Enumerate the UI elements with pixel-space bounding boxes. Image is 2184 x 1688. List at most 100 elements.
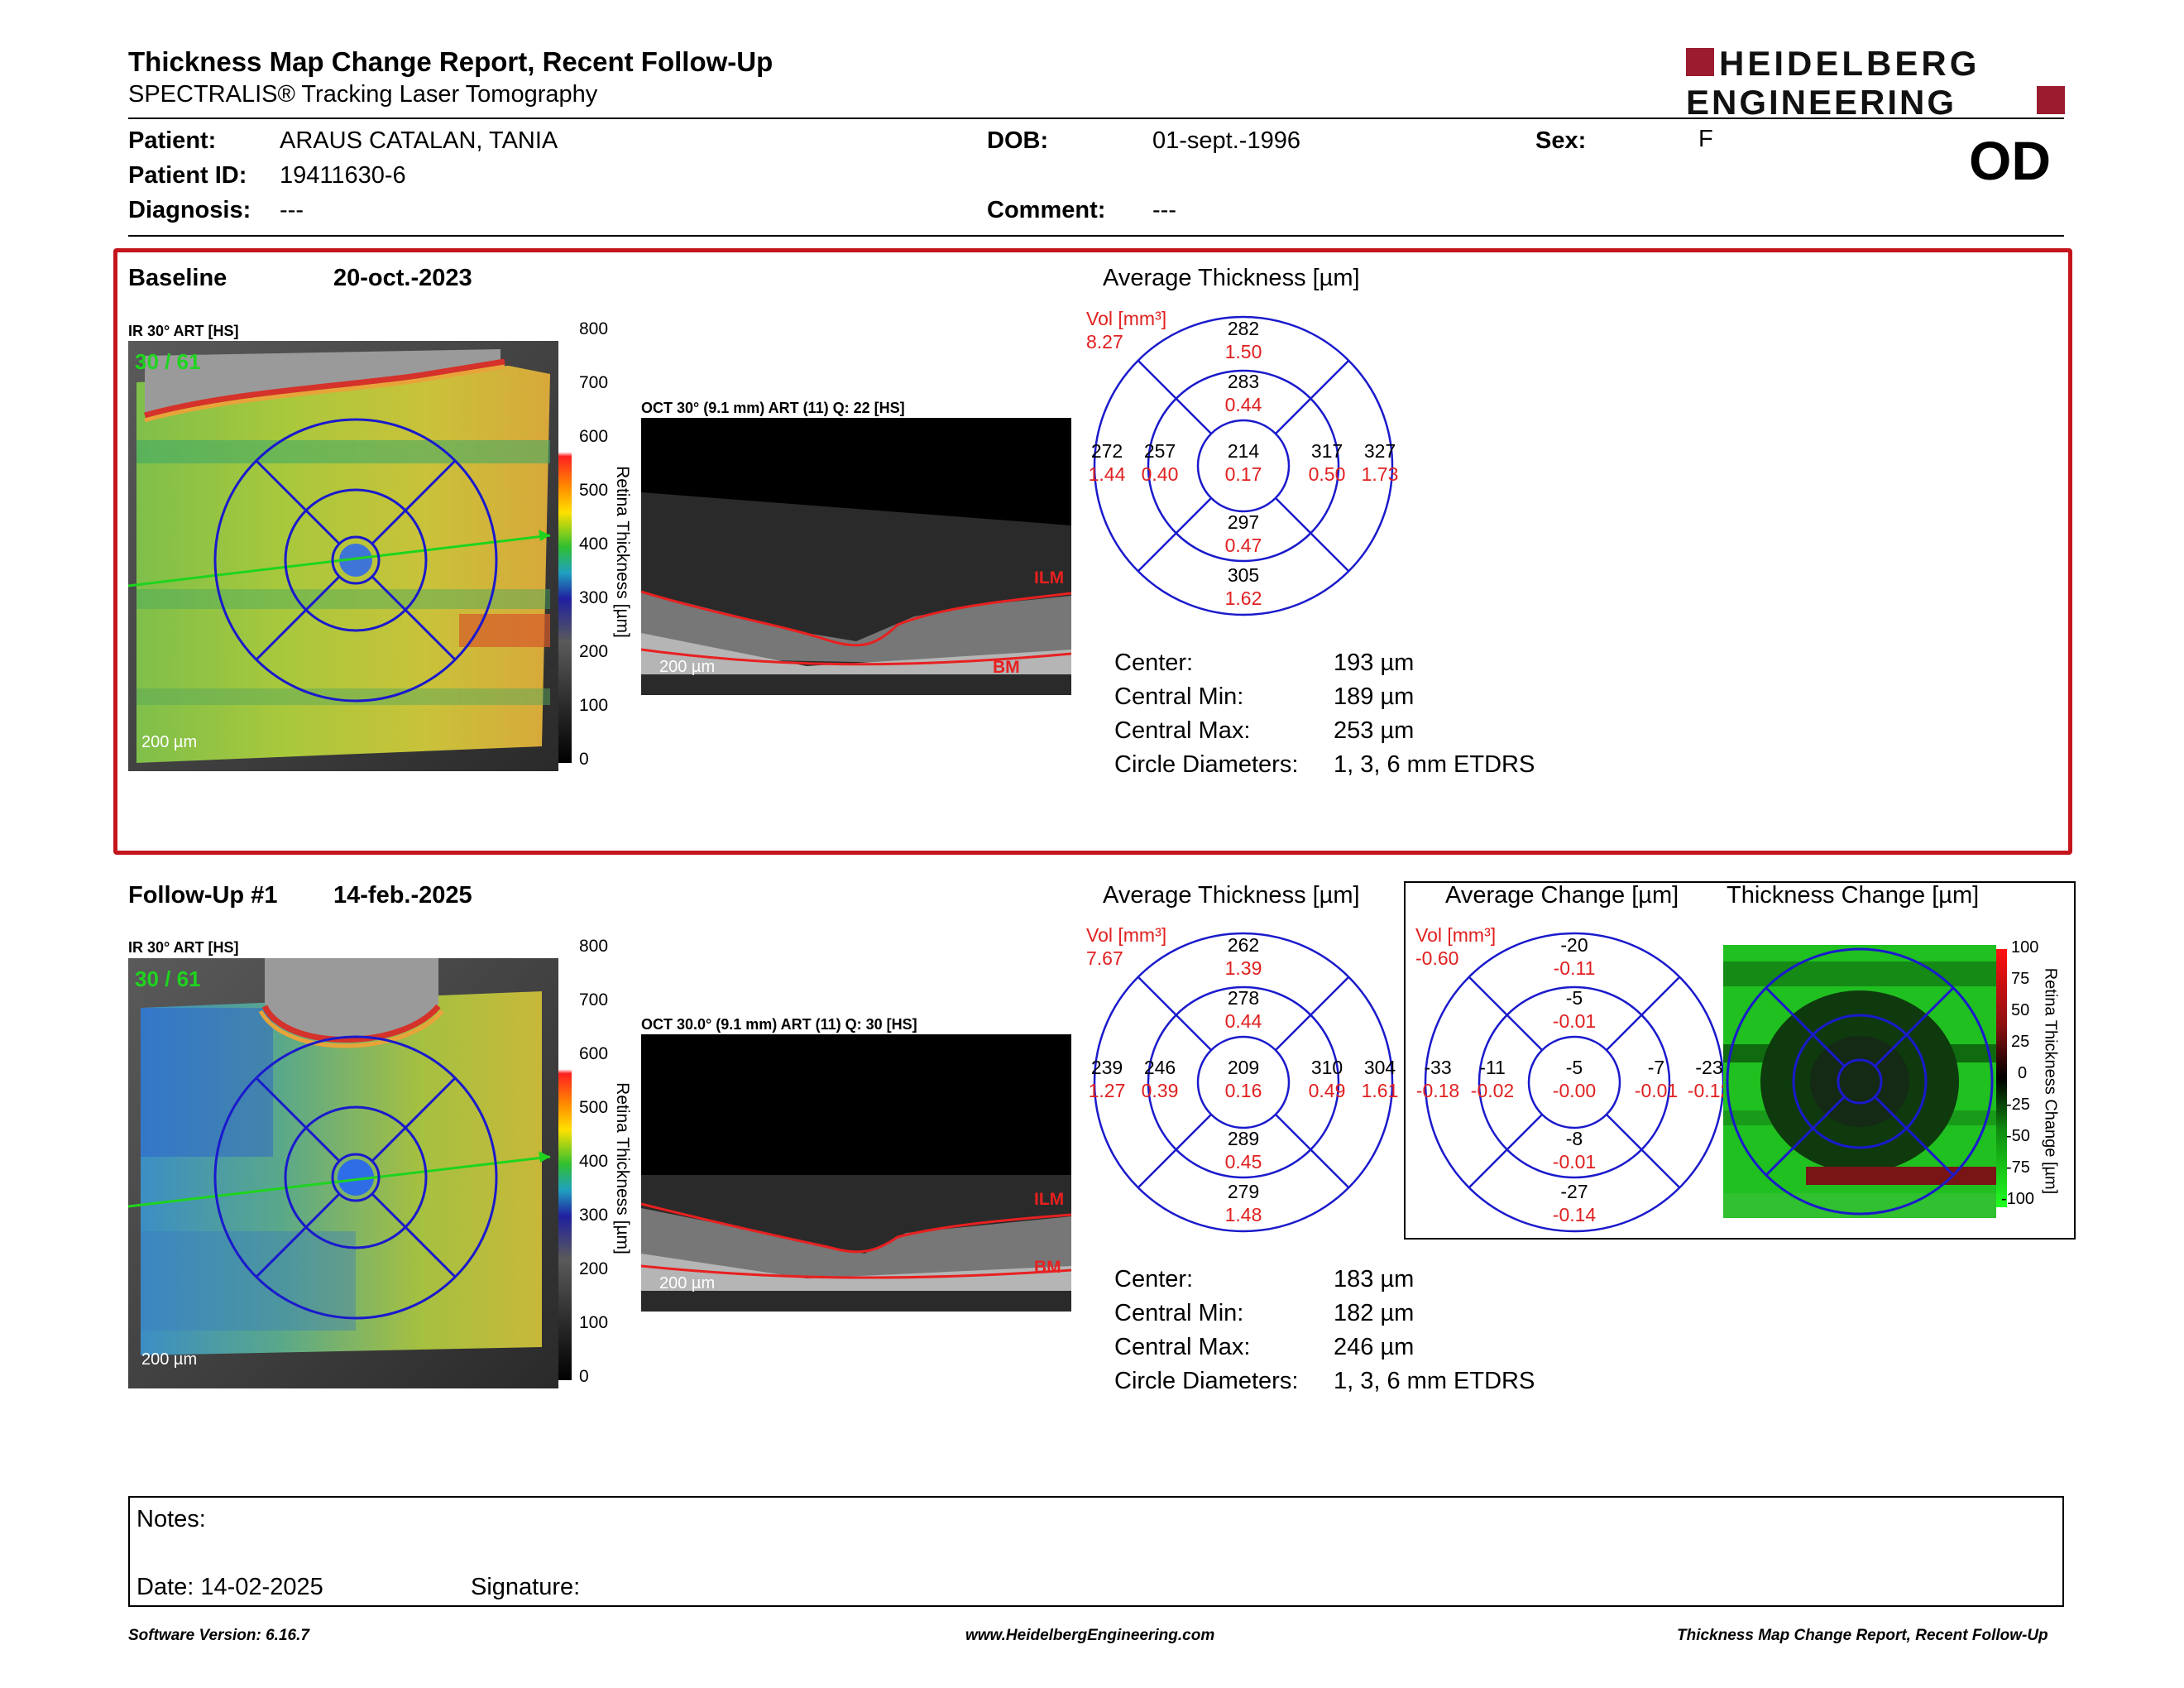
outer-inferior-change: -27 [1560, 1181, 1588, 1202]
outer-inferior-thickness: 305 [1227, 564, 1260, 586]
center-volume: 0.17 [1224, 463, 1262, 485]
comment-value: --- [1152, 197, 1176, 223]
change-tick: 0 [2018, 1064, 2028, 1082]
stat-label: Central Max: [1114, 717, 1251, 744]
outer-temporal-volume: 1.61 [1361, 1080, 1399, 1101]
scale-tick: 100 [579, 696, 609, 715]
scale-tick: 0 [579, 1367, 589, 1386]
patient-label: Patient: [128, 127, 217, 154]
followup-vol-total: 7.67 [1086, 947, 1123, 969]
stat-value: 189 µm [1334, 683, 1415, 710]
diagnosis-value: --- [280, 197, 304, 223]
scale-tick: 400 [579, 1152, 609, 1171]
baseline-oct-scalebar: 200 µm [659, 658, 716, 676]
outer-inferior-volume: 1.48 [1224, 1204, 1262, 1225]
inner-nasal-vol-change: -0.02 [1470, 1080, 1515, 1101]
followup-oct-scan: ILM BM 200 µm [640, 1034, 1072, 1312]
scale-tick: 300 [579, 1206, 609, 1225]
scale-tick: 400 [579, 535, 609, 554]
stat-value: 253 µm [1334, 717, 1415, 744]
outer-temporal-thickness: 304 [1363, 1057, 1396, 1078]
followup-ir-label: IR 30° ART [HS] [128, 939, 239, 956]
scale-tick: 600 [579, 427, 609, 446]
inner-superior-thickness: 278 [1227, 987, 1260, 1009]
baseline-colorscale [558, 331, 572, 763]
scale-tick: 600 [579, 1044, 609, 1063]
baseline-vol-label: Vol [mm³] [1086, 308, 1167, 329]
change-tick: 50 [2011, 1001, 2030, 1019]
change-scale-label: Retina Thickness Change [µm] [2041, 967, 2060, 1195]
dob-value: 01-sept.-1996 [1152, 127, 1300, 154]
baseline-vol-total: 8.27 [1086, 331, 1123, 352]
outer-superior-vol-change: -0.11 [1553, 957, 1596, 979]
followup-date: 14-feb.-2025 [333, 882, 472, 909]
baseline-thickness-map: 30 / 61 200 µm [127, 341, 558, 771]
inner-superior-thickness: 283 [1227, 371, 1260, 392]
heidelberg-logo: HEIDELBERG ENGINEERING [1686, 44, 2067, 122]
inner-superior-volume: 0.44 [1224, 394, 1262, 415]
outer-superior-thickness: 262 [1227, 934, 1260, 956]
logo-line1: HEIDELBERG [1719, 45, 1980, 83]
inner-temporal-volume: 0.50 [1308, 463, 1346, 485]
footer-website-link[interactable]: www.HeidelbergEngineering.com [965, 1627, 1215, 1644]
stat-value: 182 µm [1334, 1300, 1415, 1326]
center-volume: 0.16 [1224, 1080, 1262, 1101]
footer-software-version: Software Version: 6.16.7 [128, 1627, 309, 1644]
center-thickness: 214 [1227, 440, 1260, 462]
comment-label: Comment: [987, 197, 1106, 223]
patient-name: ARAUS CATALAN, TANIA [280, 127, 558, 154]
followup-label: Follow-Up #1 [128, 882, 278, 909]
inner-temporal-volume: 0.49 [1308, 1080, 1346, 1101]
baseline-etdrs-values: 282 1.50 283 0.44 214 0.17 297 0.47 305 … [1089, 313, 1399, 619]
notes-box: Notes: Date: 14-02-2025 Signature: [128, 1496, 2064, 1607]
center-vol-change: -0.00 [1552, 1080, 1597, 1101]
baseline-ilm-label: ILM [1034, 568, 1065, 587]
followup-scale-label: Retina Thickness [µm] [613, 1082, 632, 1254]
inner-nasal-volume: 0.39 [1141, 1080, 1179, 1101]
report-subtitle: SPECTRALIS® Tracking Laser Tomography [128, 81, 598, 108]
scale-tick: 0 [579, 750, 589, 769]
stat-label: Central Min: [1114, 683, 1244, 710]
scale-tick: 500 [579, 481, 609, 500]
followup-oct-label: OCT 30.0° (9.1 mm) ART (11) Q: 30 [HS] [641, 1016, 917, 1033]
thickness-change-map [1723, 945, 1996, 1218]
change-box [1404, 881, 2076, 1240]
center-thickness: 209 [1227, 1057, 1260, 1078]
inner-nasal-volume: 0.40 [1141, 463, 1179, 485]
baseline-panel [113, 248, 2072, 855]
scale-tick: 800 [579, 937, 609, 956]
inner-nasal-thickness: 246 [1143, 1057, 1176, 1078]
scale-tick: 100 [579, 1313, 609, 1332]
outer-inferior-vol-change: -0.14 [1552, 1204, 1597, 1225]
change-tick: 75 [2011, 970, 2030, 988]
followup-etdrs-values: 262 1.39 278 0.44 209 0.16 289 0.45 279 … [1089, 929, 1399, 1235]
outer-superior-volume: 1.39 [1224, 957, 1262, 979]
stat-label: Central Min: [1114, 1300, 1244, 1326]
logo-line2: ENGINEERING [1686, 83, 1956, 121]
avg-change-title: Average Change [µm] [1445, 882, 1679, 909]
change-vol-total: -0.60 [1415, 947, 1459, 969]
scale-tick: 300 [579, 588, 609, 607]
baseline-scale-ticks: 800 700 600 500 400 300 200 100 0 [579, 319, 612, 783]
inner-inferior-thickness: 297 [1227, 511, 1260, 533]
followup-etdrs-grid [1090, 929, 1396, 1235]
outer-nasal-vol-change: -0.18 [1415, 1080, 1460, 1101]
report-title: Thickness Map Change Report, Recent Foll… [128, 46, 774, 77]
sex-value: F [1698, 126, 1713, 152]
outer-nasal-thickness: 272 [1090, 440, 1123, 462]
change-tick: -75 [2006, 1158, 2030, 1177]
footer-report-name: Thickness Map Change Report, Recent Foll… [1677, 1627, 2048, 1644]
outer-temporal-change: -23 [1695, 1057, 1723, 1078]
followup-thickness-map: 30 / 61 200 µm [127, 958, 558, 1388]
inner-temporal-change: -7 [1647, 1057, 1665, 1078]
change-vol-label: Vol [mm³] [1415, 924, 1497, 946]
change-tick: 100 [2011, 938, 2039, 957]
scale-tick: 500 [579, 1098, 609, 1117]
followup-avg-title: Average Thickness [µm] [1103, 882, 1360, 909]
diagnosis-label: Diagnosis: [128, 197, 251, 223]
change-scale-ticks: 100 75 50 25 0 -25 -50 -75 -100 [2001, 938, 2044, 1220]
inner-superior-change: -5 [1565, 987, 1583, 1009]
outer-nasal-volume: 1.44 [1088, 463, 1126, 485]
patient-divider [128, 235, 2064, 237]
inner-nasal-thickness: 257 [1143, 440, 1176, 462]
